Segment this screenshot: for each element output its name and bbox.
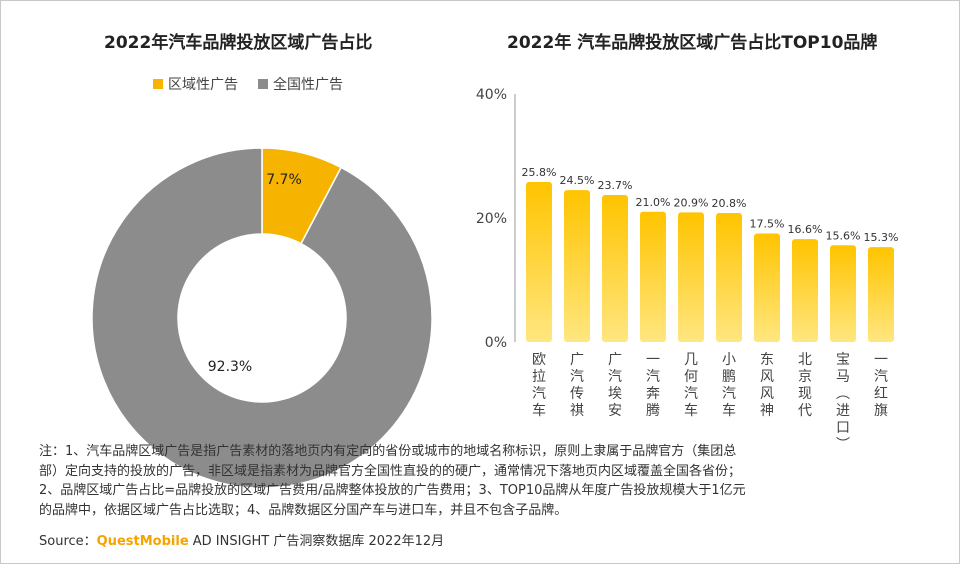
donut-slice-national	[91, 147, 433, 489]
x-tick-label: 一汽奔腾	[646, 352, 660, 419]
bar	[830, 245, 856, 342]
x-tick-label: 小鹏汽车	[722, 352, 736, 419]
bar	[526, 182, 552, 342]
y-tick-label: 20%	[476, 211, 507, 227]
bar-value-label: 15.6%	[826, 229, 861, 242]
bar-value-label: 17.5%	[750, 218, 785, 231]
y-tick-label: 40%	[476, 87, 507, 103]
x-tick-label: 欧拉汽车	[532, 352, 546, 419]
donut-chart-title: 2022年汽车品牌投放区域广告占比	[104, 33, 373, 53]
legend-item-national: 全国性广告	[258, 74, 343, 94]
bar	[716, 213, 742, 342]
legend-label-national: 全国性广告	[273, 77, 343, 93]
bar-value-label: 25.8%	[522, 166, 557, 179]
legend-item-regional: 区域性广告	[153, 74, 238, 94]
legend-label-regional: 区域性广告	[168, 77, 238, 93]
note-line: 注：1、汽车品牌区域广告是指广告素材的落地页内有定向的省份或城市的地域名称标识，…	[39, 444, 737, 459]
notes-block: 注：1、汽车品牌区域广告是指广告素材的落地页内有定向的省份或城市的地域名称标识，…	[39, 442, 919, 520]
bar	[564, 190, 590, 342]
bar-value-label: 20.9%	[674, 196, 709, 209]
source-line: Source：QuestMobile AD INSIGHT 广告洞察数据库 20…	[39, 530, 444, 549]
x-tick-label: 广汽传祺	[570, 352, 584, 419]
bar	[678, 212, 704, 342]
bar-value-label: 23.7%	[598, 179, 633, 192]
bar	[868, 247, 894, 342]
x-tick-label: 几何汽车	[684, 352, 698, 419]
x-tick-label: 东风风神	[760, 352, 774, 419]
donut-label-regional: 7.7%	[266, 172, 302, 188]
x-tick-label: 一汽红旗	[874, 352, 888, 419]
bar-value-label: 24.5%	[560, 174, 595, 187]
x-tick-label: 北京现代	[798, 352, 812, 419]
source-suffix: AD INSIGHT 广告洞察数据库 2022年12月	[188, 534, 445, 549]
x-tick-label: 宝马︵进口︶	[836, 352, 850, 453]
source-prefix: Source：	[39, 534, 97, 549]
donut-label-national: 92.3%	[208, 359, 252, 375]
bar-value-label: 15.3%	[864, 231, 899, 244]
bar-chart-title: 2022年 汽车品牌投放区域广告占比TOP10品牌	[507, 33, 878, 53]
y-tick-label: 0%	[485, 335, 507, 351]
source-brand: QuestMobile	[96, 534, 189, 549]
legend-swatch-regional	[153, 79, 163, 89]
bar	[792, 239, 818, 342]
note-line: 部）定向支持的投放的广告，非区域是指素材为品牌官方全国性直投的的硬广，通常情况下…	[39, 463, 742, 479]
note-line: 的品牌中，依据区域广告占比选取；4、品牌数据区分国产车与进口车，并且不包含子品牌…	[39, 502, 568, 518]
bar-value-label: 16.6%	[788, 223, 823, 236]
note-line: 2、品牌区域广告占比=品牌投放的区域广告费用/品牌整体投放的广告费用；3、TOP…	[39, 483, 746, 498]
x-tick-label: 广汽埃安	[608, 352, 622, 419]
bar-value-label: 21.0%	[636, 196, 671, 209]
bar	[754, 233, 780, 342]
donut-legend: 区域性广告 全国性广告	[153, 74, 343, 94]
legend-swatch-national	[258, 79, 268, 89]
bar	[602, 195, 628, 342]
bar	[640, 211, 666, 342]
bar-value-label: 20.8%	[712, 197, 747, 210]
